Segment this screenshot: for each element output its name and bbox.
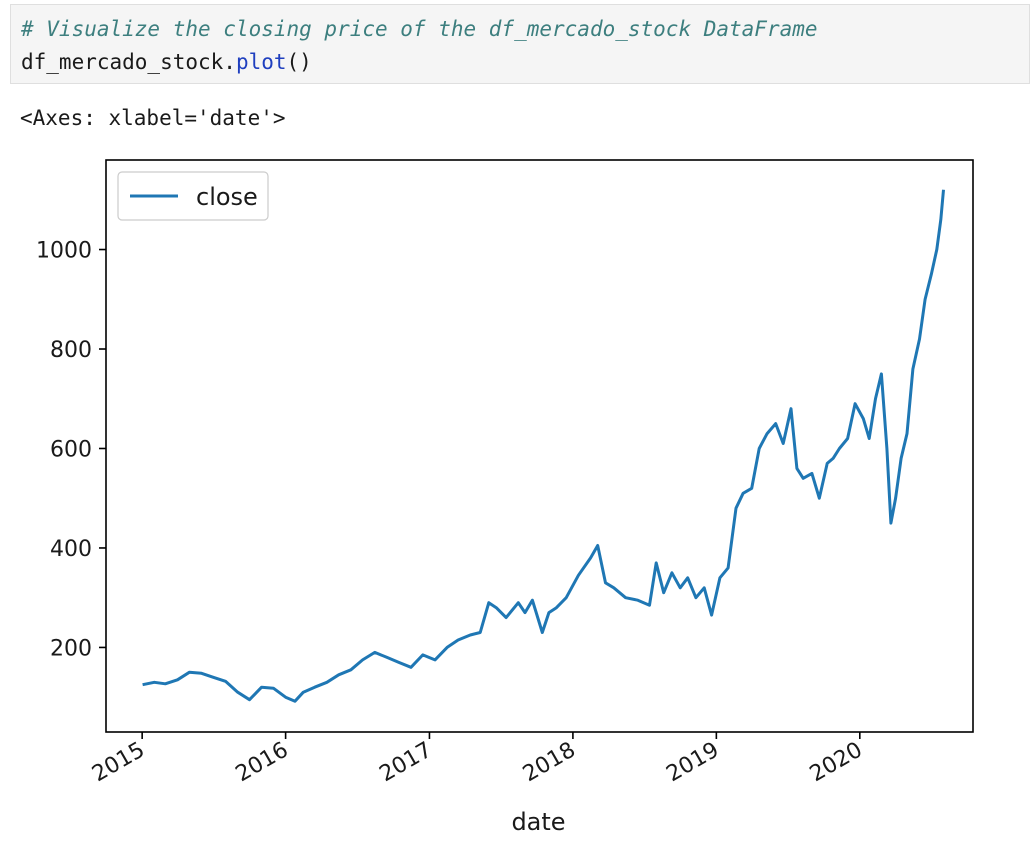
series-line-close xyxy=(142,189,945,703)
x-tick-label: 2016 xyxy=(232,738,293,788)
x-tick-label: 2018 xyxy=(519,738,580,788)
y-tick-label: 1000 xyxy=(36,239,92,264)
y-tick-label: 800 xyxy=(50,338,92,363)
x-axis-label: date xyxy=(511,808,565,836)
y-tick-label: 600 xyxy=(50,437,92,462)
code-parens: () xyxy=(286,50,312,74)
x-tick-label: 2015 xyxy=(88,738,149,788)
x-tick-label: 2019 xyxy=(662,738,723,788)
y-tick-label: 400 xyxy=(50,537,92,562)
code-object: df_mercado_stock. xyxy=(21,50,236,74)
y-tick-label: 200 xyxy=(50,636,92,661)
code-statement: df_mercado_stock.plot() xyxy=(21,50,312,74)
line-chart: 200 400 600 800 1000 2015 2016 2017 2018 2019 2020… xyxy=(36,159,974,836)
legend-label: close xyxy=(196,183,258,211)
x-tick-label: 2017 xyxy=(375,738,436,788)
output-repr: <Axes: xlabel='date'> xyxy=(20,106,286,130)
plot-frame xyxy=(105,159,974,733)
legend-box xyxy=(117,171,269,221)
code-method: plot xyxy=(235,50,287,74)
x-tick-label: 2020 xyxy=(806,738,867,788)
code-input-cell[interactable]: # Visualize the closing price of the df_… xyxy=(10,4,1030,84)
code-comment: # Visualize the closing price of the df_… xyxy=(21,17,818,41)
